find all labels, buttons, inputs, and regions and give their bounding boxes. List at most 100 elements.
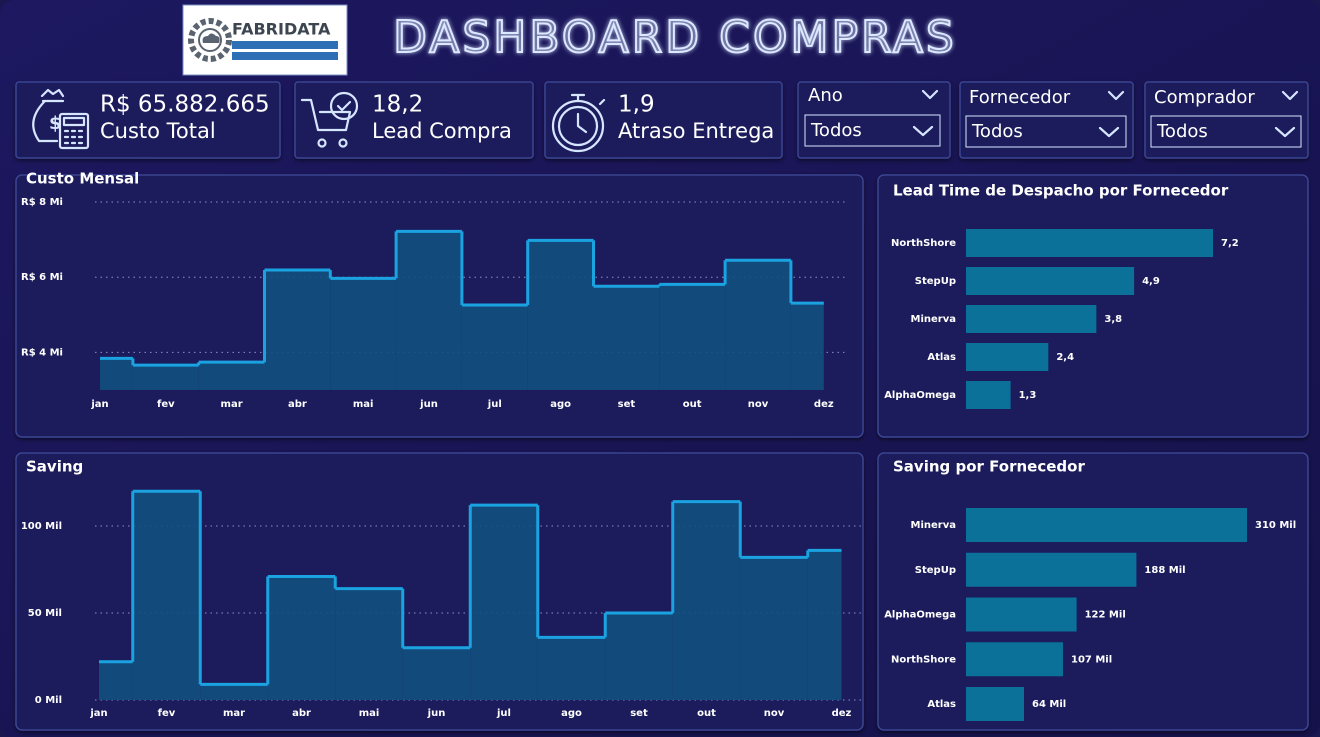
step-area — [99, 661, 133, 700]
step-area — [470, 505, 538, 700]
step-area — [537, 637, 606, 700]
kpi-label: Custo Total — [100, 119, 216, 143]
step-area — [330, 278, 397, 390]
chart-title: Saving — [26, 458, 83, 476]
step-area — [396, 231, 462, 390]
y-tick-label: StepUp — [915, 565, 956, 576]
stopwatch-icon — [551, 93, 606, 153]
x-tick-label: fev — [158, 708, 176, 719]
chart-title: Saving por Fornecedor — [893, 458, 1085, 476]
kpi-value: R$ 65.882.665 — [100, 92, 270, 118]
filter-value: Todos — [1156, 121, 1208, 142]
y-tick-label: StepUp — [915, 276, 956, 287]
y-tick-label: 0 Mil — [35, 695, 62, 706]
filter-value: Todos — [810, 120, 862, 141]
y-tick-label: Minerva — [911, 314, 956, 325]
bar — [966, 229, 1213, 257]
chart-panel — [877, 452, 1309, 731]
kpi-label: Lead Compra — [372, 119, 512, 143]
step-area — [402, 647, 471, 700]
step-area — [605, 613, 673, 700]
x-tick-label: jan — [89, 708, 107, 719]
kpi-card — [15, 81, 281, 159]
step-area — [100, 358, 133, 390]
data-label: 4,9 — [1142, 276, 1160, 287]
x-tick-label: jan — [90, 399, 108, 410]
data-label: 64 Mil — [1032, 699, 1066, 710]
filter-ano[interactable]: Ano Todos — [797, 81, 951, 159]
x-tick-label: set — [618, 399, 636, 410]
step-area — [672, 501, 741, 700]
bar — [966, 267, 1135, 295]
x-tick-label: jun — [419, 399, 438, 410]
chevron — [921, 89, 939, 100]
y-tick-label: 50 Mil — [28, 608, 62, 619]
data-label: 2,4 — [1056, 352, 1074, 363]
bar — [966, 381, 1011, 409]
step-area — [807, 550, 842, 700]
bar — [966, 343, 1049, 371]
data-label: 7,2 — [1221, 238, 1239, 249]
step-area — [790, 303, 824, 390]
dashboard-title: DASHBOARD COMPRAS — [393, 12, 957, 63]
step-area — [659, 284, 726, 390]
data-label: 310 Mil — [1255, 520, 1296, 531]
x-tick-label: jul — [496, 708, 511, 719]
filter-card — [797, 81, 951, 159]
bar — [966, 597, 1077, 632]
chevron — [1281, 90, 1299, 101]
bar — [966, 508, 1247, 542]
x-tick-label: out — [683, 399, 702, 410]
dropdown[interactable] — [804, 114, 941, 147]
filter-card — [1144, 81, 1309, 159]
y-tick-label: R$ 8 Mi — [21, 197, 63, 208]
chevron — [1274, 126, 1296, 138]
data-label: 188 Mil — [1144, 565, 1185, 576]
x-tick-label: out — [697, 708, 716, 719]
dropdown[interactable] — [965, 115, 1127, 148]
x-tick-label: jun — [427, 708, 446, 719]
filter-comprador[interactable]: Comprador Todos — [1144, 81, 1309, 159]
logo-icon — [188, 18, 232, 62]
x-tick-label: abr — [288, 399, 307, 410]
bar — [966, 552, 1137, 587]
step-area — [725, 260, 791, 390]
data-label: 122 Mil — [1085, 610, 1126, 621]
x-tick-label: mar — [223, 708, 245, 719]
x-tick-label: nov — [748, 399, 769, 410]
filter-card — [959, 81, 1134, 159]
bar — [966, 687, 1025, 721]
step-area — [264, 270, 331, 390]
step-area — [267, 576, 336, 700]
cart-icon — [300, 91, 359, 148]
y-tick-label: AlphaOmega — [884, 610, 956, 621]
step-area — [200, 684, 268, 700]
filter-label: Comprador — [1154, 87, 1255, 108]
filter-fornecedor[interactable]: Fornecedor Todos — [959, 81, 1134, 159]
data-label: 107 Mil — [1071, 654, 1112, 665]
step-area — [593, 286, 660, 390]
y-tick-label: Atlas — [927, 352, 956, 363]
bar — [966, 642, 1063, 677]
step-area — [740, 557, 808, 700]
y-tick-label: AlphaOmega — [884, 390, 956, 401]
x-tick-label: mar — [221, 399, 243, 410]
kpi-value: 18,2 — [372, 92, 423, 118]
chevron — [1107, 90, 1125, 101]
logo-text: FABRIDATA — [232, 20, 331, 39]
y-tick-label: 100 Mil — [21, 521, 62, 532]
step-area — [132, 491, 201, 700]
x-tick-label: fev — [157, 399, 175, 410]
y-tick-label: Minerva — [911, 520, 956, 531]
chevron — [912, 125, 934, 137]
x-tick-label: ago — [561, 708, 582, 719]
data-label: 3,8 — [1104, 314, 1122, 325]
x-tick-label: nov — [764, 708, 785, 719]
x-tick-label: set — [630, 708, 648, 719]
bar — [966, 305, 1097, 333]
x-tick-label: jul — [487, 399, 502, 410]
chevron — [1098, 126, 1120, 138]
dropdown[interactable] — [1150, 115, 1302, 148]
x-tick-label: ago — [550, 399, 571, 410]
